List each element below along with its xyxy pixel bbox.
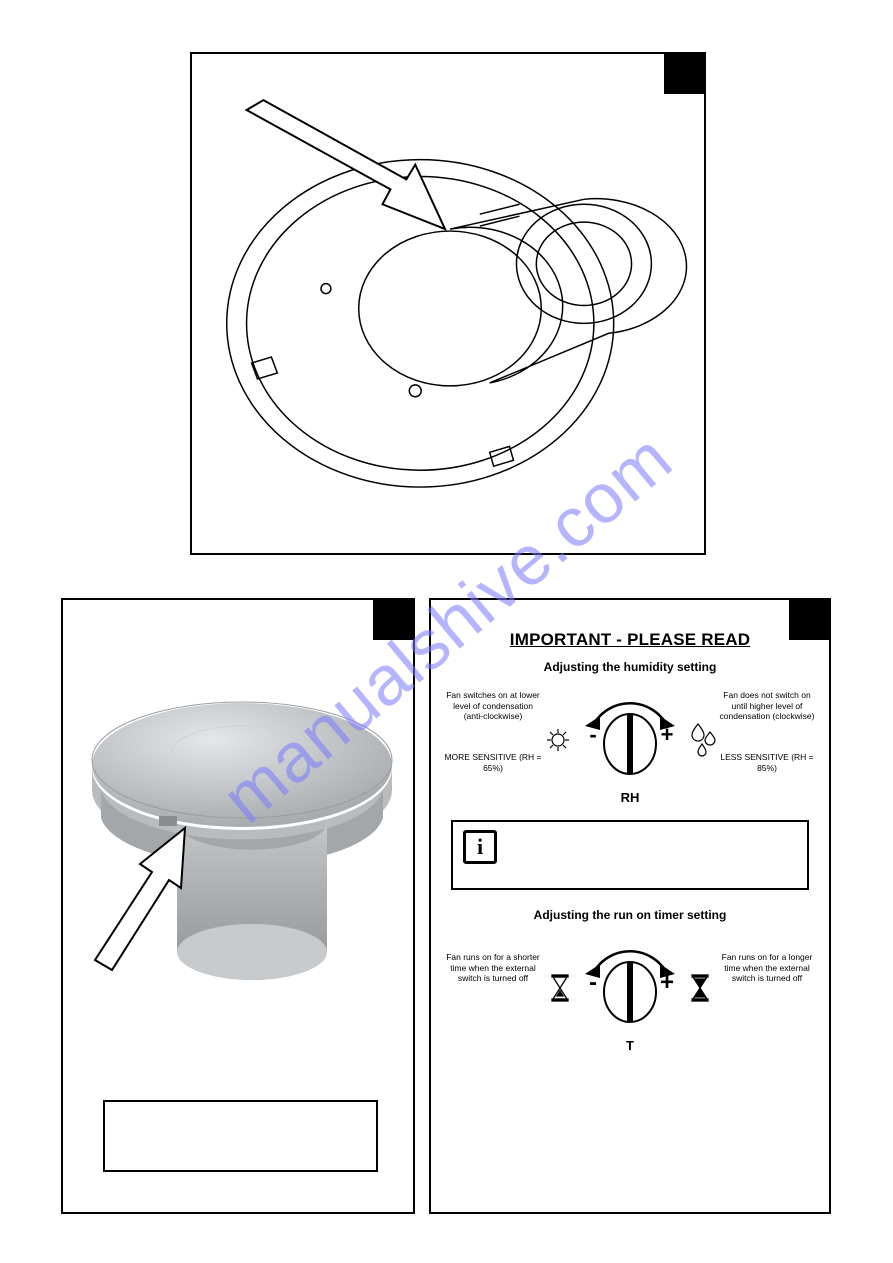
- timer-title: Adjusting the run on timer setting: [431, 908, 829, 922]
- fan-line-drawing: [192, 54, 704, 553]
- svg-text:+: +: [660, 969, 674, 996]
- humidity-title: Adjusting the humidity setting: [431, 660, 829, 674]
- timer-left-main: Fan runs on for a shorter time when the …: [443, 952, 543, 984]
- svg-text:-: -: [589, 969, 597, 996]
- panel-br-corner: [789, 598, 831, 640]
- svg-text:+: +: [661, 722, 674, 747]
- timer-dial-row: Fan runs on for a shorter time when the …: [431, 930, 829, 1060]
- humidity-left-main: Fan switches on at lower level of conden…: [443, 690, 543, 722]
- panel-bottom-right-instructions: IMPORTANT - PLEASE READ Adjusting the hu…: [429, 598, 831, 1214]
- panel-top-drawing: [190, 52, 706, 555]
- info-icon: i: [463, 830, 497, 864]
- bl-caption-box: [103, 1100, 378, 1172]
- panel-bl-corner: [373, 598, 415, 640]
- humidity-dial-label: RH: [540, 790, 720, 805]
- humidity-right-main: Fan does not switch on until higher leve…: [717, 690, 817, 722]
- important-heading: IMPORTANT - PLEASE READ: [431, 630, 829, 650]
- humidity-dial-center: - + RH: [540, 682, 720, 802]
- info-box: i: [451, 820, 809, 890]
- humidity-dial-row: Fan switches on at lower level of conden…: [431, 682, 829, 812]
- svg-text:-: -: [589, 722, 596, 747]
- panel-bottom-left-photo: [61, 598, 415, 1214]
- fan-photo: [77, 650, 403, 1010]
- humidity-right-note: LESS SENSITIVE (RH = 85%): [717, 752, 817, 773]
- timer-dial-label: T: [540, 1038, 720, 1053]
- humidity-left-note: MORE SENSITIVE (RH = 65%): [443, 752, 543, 773]
- timer-right-main: Fan runs on for a longer time when the e…: [717, 952, 817, 984]
- timer-dial-center: - + T: [540, 930, 720, 1050]
